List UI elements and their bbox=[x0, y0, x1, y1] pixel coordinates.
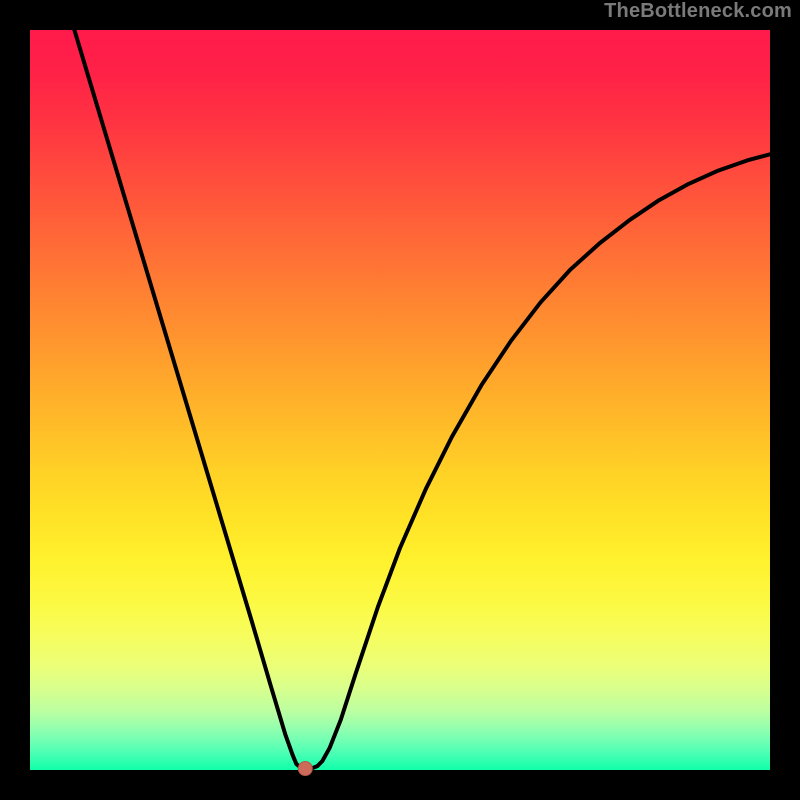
chart-svg bbox=[0, 0, 800, 800]
minimum-marker bbox=[298, 762, 312, 776]
chart-container: { "watermark": { "text": "TheBottleneck.… bbox=[0, 0, 800, 800]
plot-background bbox=[30, 30, 770, 770]
watermark-text: TheBottleneck.com bbox=[604, 0, 792, 23]
